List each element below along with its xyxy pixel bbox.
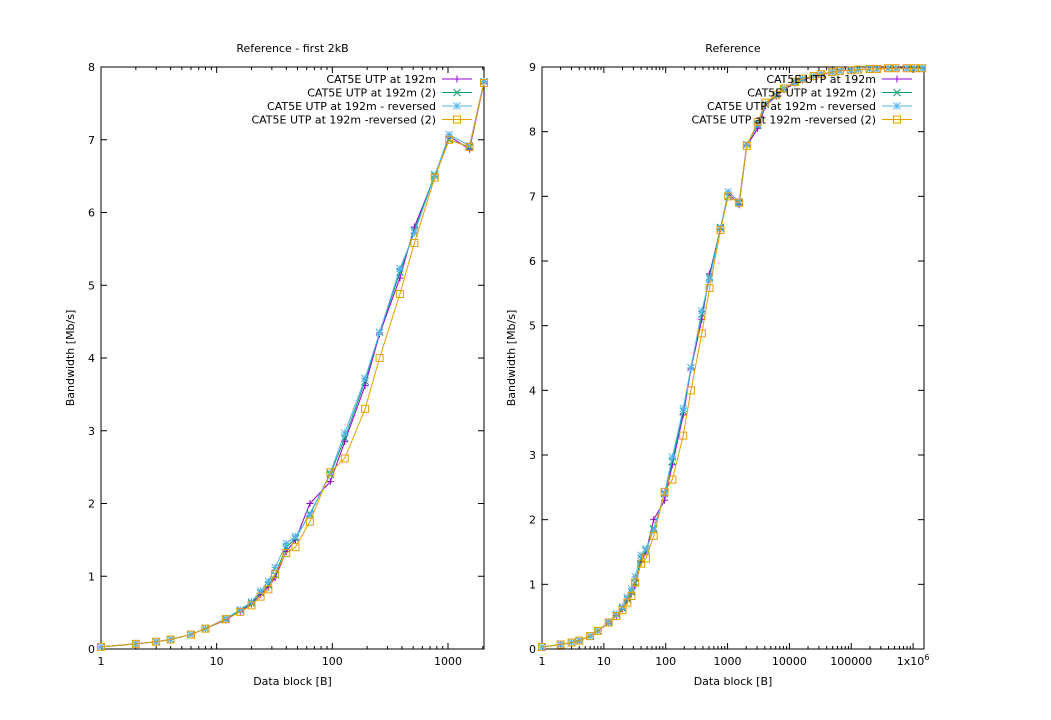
chart-panel-1: Reference - first 2kB1 10 100 1000012345678…	[64, 42, 488, 688]
data-point	[725, 188, 732, 195]
series-1	[539, 65, 926, 651]
x-tick-label: 10000	[772, 655, 807, 668]
y-tick-label: 4	[88, 352, 95, 365]
legend-marker	[454, 76, 461, 83]
chart-title: Reference - first 2kB	[236, 42, 348, 55]
x-tick-label: 1x106	[897, 653, 930, 668]
y-tick-label: 0	[88, 643, 95, 656]
series-line	[101, 83, 484, 647]
y-tick-label: 5	[529, 320, 536, 333]
y-tick-label: 8	[529, 126, 536, 139]
data-point	[698, 307, 705, 314]
series-1	[98, 80, 488, 651]
series-2	[98, 78, 488, 650]
data-point	[446, 131, 453, 138]
legend: CAT5E UTP at 192mCAT5E UTP at 192m (2)CA…	[691, 73, 912, 127]
y-tick-label: 6	[88, 207, 95, 220]
legend-label: CAT5E UTP at 192m (2)	[307, 87, 436, 100]
series-3	[539, 65, 926, 651]
series-line	[542, 68, 922, 647]
x-tick-label: 10	[597, 655, 611, 668]
y-tick-label: 7	[88, 134, 95, 147]
data-point	[376, 329, 383, 336]
series-4	[98, 80, 488, 651]
y-tick-label: 6	[529, 255, 536, 268]
x-tick-label: 1000	[714, 655, 742, 668]
chart-title: Reference	[705, 42, 761, 55]
y-tick-label: 1	[529, 578, 536, 591]
plot-frame	[542, 67, 924, 649]
y-tick-label: 8	[88, 61, 95, 74]
data-point	[687, 364, 694, 371]
series-4	[539, 65, 926, 651]
legend-label: CAT5E UTP at 192m	[326, 73, 436, 86]
data-point	[680, 405, 687, 412]
y-tick-label: 3	[529, 449, 536, 462]
x-tick-label: 1	[539, 655, 546, 668]
x-tick-label: 1000	[434, 655, 462, 668]
x-axis-label: Data block [B]	[694, 675, 773, 688]
y-tick-label: 5	[88, 279, 95, 292]
series-line	[542, 68, 922, 647]
legend-marker	[454, 103, 461, 110]
data-point	[283, 540, 290, 547]
x-tick-label: 100000	[830, 655, 872, 668]
y-axis-label: Bandwidth [Mb/s]	[64, 310, 77, 407]
series-line	[542, 68, 922, 647]
data-point	[362, 375, 369, 382]
data-point	[292, 533, 299, 540]
series-3	[98, 78, 488, 650]
x-tick-exponent: 6	[924, 653, 929, 662]
y-tick-label: 4	[529, 384, 536, 397]
x-axis-label: Data block [B]	[253, 675, 332, 688]
series-line	[101, 83, 484, 647]
data-point	[396, 265, 403, 272]
legend-label: CAT5E UTP at 192m	[766, 73, 876, 86]
y-tick-label: 0	[529, 643, 536, 656]
x-tick-label: 10	[210, 655, 224, 668]
x-tick-label: 100	[322, 655, 343, 668]
plot-frame	[101, 67, 484, 649]
data-point	[669, 453, 676, 460]
data-point	[341, 429, 348, 436]
y-tick-label: 3	[88, 425, 95, 438]
legend: CAT5E UTP at 192mCAT5E UTP at 192m (2)CA…	[251, 73, 472, 127]
y-axis-label: Bandwidth [Mb/s]	[505, 310, 518, 407]
y-tick-label: 2	[529, 514, 536, 527]
y-tick-label: 9	[529, 61, 536, 74]
legend-marker	[894, 103, 901, 110]
legend-label: CAT5E UTP at 192m -reversed (2)	[691, 114, 876, 127]
legend-label: CAT5E UTP at 192m - reversed	[707, 100, 876, 113]
series-2	[539, 65, 926, 651]
legend-marker	[894, 76, 901, 83]
y-tick-label: 1	[88, 570, 95, 583]
y-tick-label: 2	[88, 498, 95, 511]
series-line	[101, 82, 484, 647]
y-tick-label: 7	[529, 190, 536, 203]
series-line	[101, 82, 484, 647]
legend-label: CAT5E UTP at 192m -reversed (2)	[251, 114, 436, 127]
x-tick-label: 1	[98, 655, 105, 668]
legend-label: CAT5E UTP at 192m (2)	[747, 87, 876, 100]
figure: Reference - first 2kB1 10 100 1000012345678…	[0, 0, 1051, 720]
series-line	[542, 68, 922, 647]
x-tick-label: 100	[655, 655, 676, 668]
legend-label: CAT5E UTP at 192m - reversed	[267, 100, 436, 113]
